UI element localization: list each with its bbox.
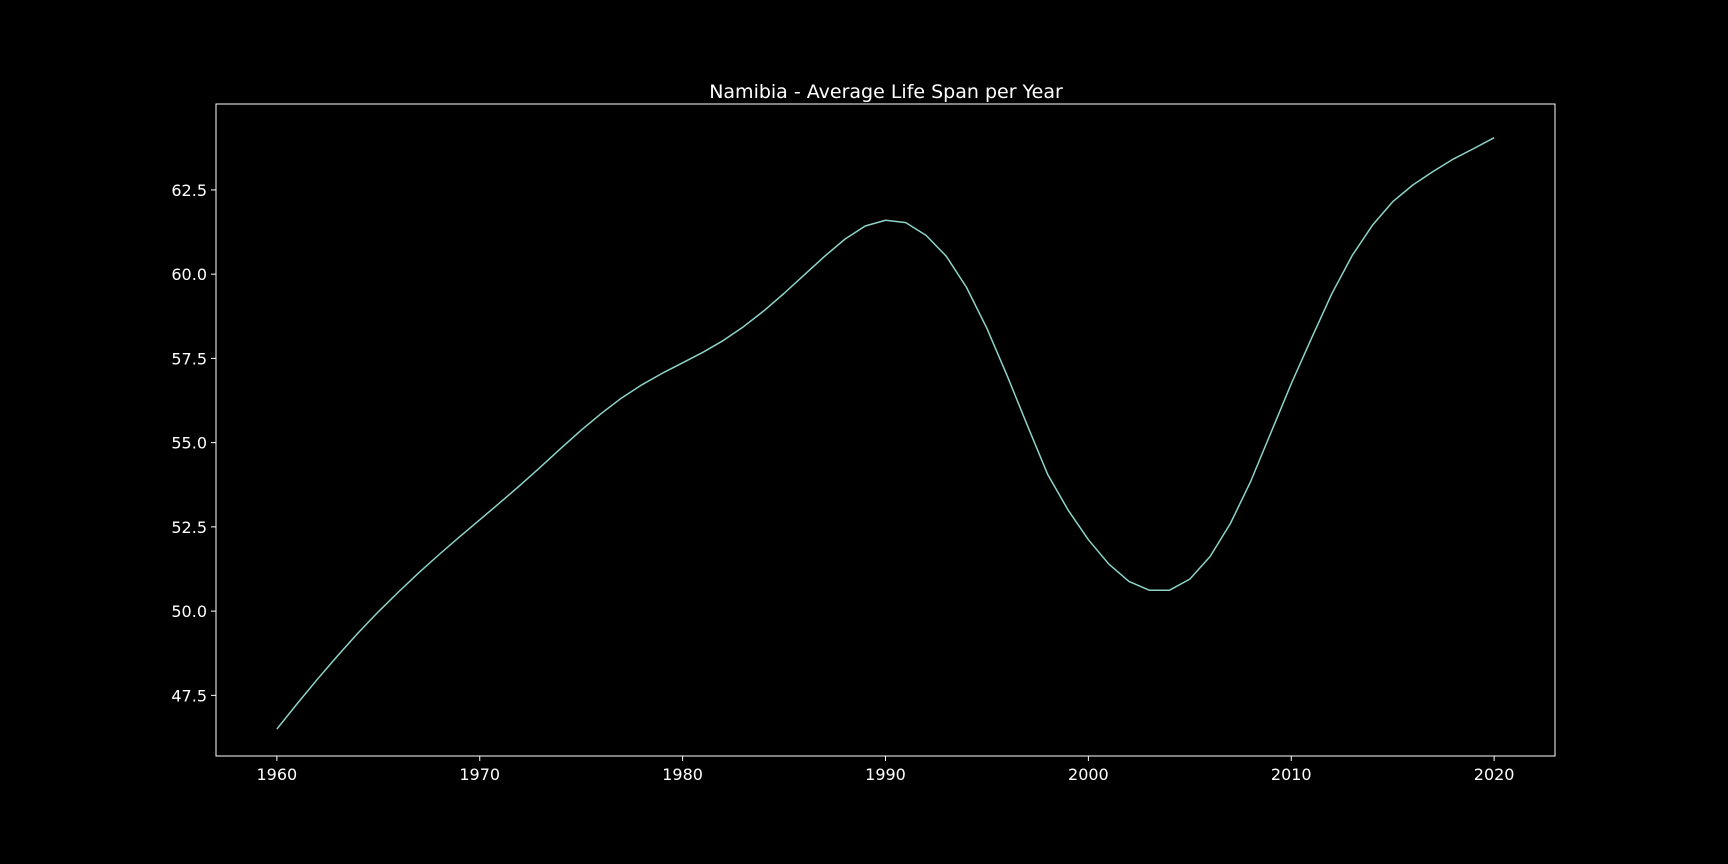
x-tick-label: 1970 [459,765,500,784]
x-tick-label: 2020 [1474,765,1515,784]
y-tick-label: 50.0 [171,602,207,621]
y-tick-label: 62.5 [171,181,207,200]
x-tick-label: 1980 [662,765,703,784]
data-points [276,137,1495,730]
chart-title: Namibia - Average Life Span per Year [709,81,1063,103]
x-tick-label: 1960 [257,765,298,784]
y-tick-label: 60.0 [171,265,207,284]
y-tick-label: 55.0 [171,434,207,453]
x-tick-label: 2000 [1068,765,1109,784]
x-tick-label: 1990 [865,765,906,784]
y-tick-label: 47.5 [171,686,207,705]
y-tick-label: 52.5 [171,518,207,537]
x-tick-label: 2010 [1271,765,1312,784]
x-axis: 1960 1970 1980 1990 2000 2010 2020 [257,756,1515,784]
y-axis: 47.5 50.0 52.5 55.0 57.5 60.0 62.5 [171,181,216,705]
y-tick-label: 57.5 [171,349,207,368]
